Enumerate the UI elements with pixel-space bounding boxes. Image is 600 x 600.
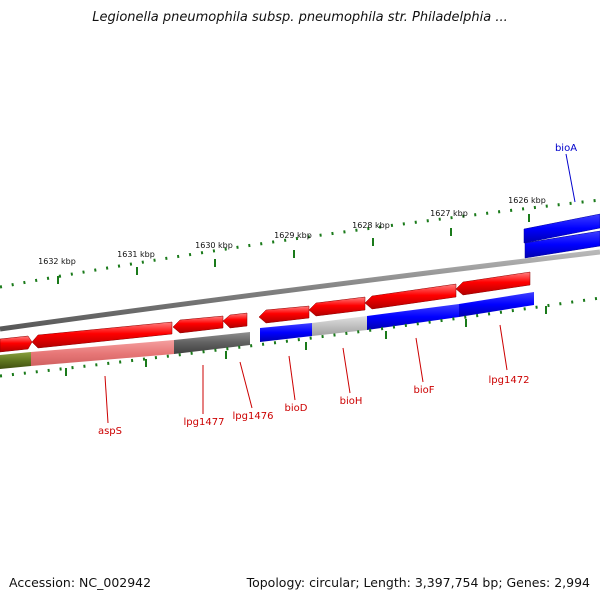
length-value: 3,397,754 bp [414, 575, 499, 590]
gene-arrow[interactable] [308, 296, 366, 317]
scale-label-1631: 1631 kbp [117, 250, 155, 259]
gene-arrow[interactable] [222, 312, 248, 329]
gene-label-bioA[interactable]: bioA [555, 143, 577, 154]
upper-tick-dots [0, 198, 600, 289]
lower-tick-ruler [0, 296, 600, 378]
gene-block[interactable] [367, 304, 459, 330]
gene-arrow[interactable] [364, 283, 457, 310]
scale-labels: 1632 kbp 1631 kbp 1630 kbp 1629 kbp 1628… [38, 196, 546, 266]
scale-label-1627: 1627 kbp [430, 209, 468, 218]
gene-arrow[interactable] [524, 230, 600, 259]
gene-label-bioD[interactable]: bioD [285, 403, 308, 414]
gene-block[interactable] [174, 332, 250, 354]
gene-arrow[interactable] [31, 321, 173, 349]
gene-block[interactable] [459, 292, 534, 317]
gene-label-bioF[interactable]: bioF [414, 385, 435, 396]
scale-label-1632: 1632 kbp [38, 257, 76, 266]
scale-label-1628: 1628 kbp [352, 221, 390, 230]
scale-label-1626: 1626 kbp [508, 196, 546, 205]
gene-block[interactable] [260, 323, 312, 342]
genes-value: 2,994 [554, 575, 590, 590]
topology-label: Topology: [246, 575, 306, 590]
lower-major-ticks [65, 306, 547, 376]
gene-block[interactable] [0, 352, 31, 369]
gene-label-lpg1476[interactable]: lpg1476 [233, 411, 274, 422]
genes-label: Genes: [506, 575, 551, 590]
gene-label-bioH[interactable]: bioH [340, 396, 363, 407]
gene-arrow[interactable] [523, 213, 600, 244]
reverse-gene-lane [0, 292, 534, 369]
accession-value: NC_002942 [79, 575, 152, 590]
upper-tick-ruler [0, 198, 600, 289]
gene-label-lpg1472[interactable]: lpg1472 [489, 375, 530, 386]
topology-value: circular [309, 575, 356, 590]
genome-summary: Topology: circular; Length: 3,397,754 bp… [246, 575, 590, 590]
gene-block[interactable] [312, 316, 367, 336]
gene-label-lpg1477[interactable]: lpg1477 [184, 417, 225, 428]
gene-arrow[interactable] [455, 271, 531, 296]
lower-tick-dots [0, 296, 600, 378]
genome-backbone [0, 249, 600, 332]
gene-label-aspS[interactable]: aspS [98, 426, 122, 437]
forward-gene-lane [0, 271, 531, 353]
gene-block[interactable] [31, 340, 174, 366]
upper-major-ticks [57, 214, 530, 284]
length-label: Length: [363, 575, 411, 590]
gene-arrow[interactable] [0, 335, 33, 353]
accession-label: Accession: [9, 575, 76, 590]
map-title: Legionella pneumophila subsp. pneumophil… [92, 10, 508, 25]
gene-arrow[interactable] [258, 305, 310, 324]
accession-info: Accession: NC_002942 [9, 575, 151, 590]
scale-label-1630: 1630 kbp [195, 241, 233, 250]
gene-labels: aspS lpg1477 lpg1476 bioD bioH bioF lpg1… [98, 143, 577, 437]
gene-arrow[interactable] [172, 315, 224, 334]
label-leaders [104, 153, 576, 424]
scale-label-1629: 1629 kbp [274, 231, 312, 240]
upper-gene-lane [523, 213, 600, 259]
